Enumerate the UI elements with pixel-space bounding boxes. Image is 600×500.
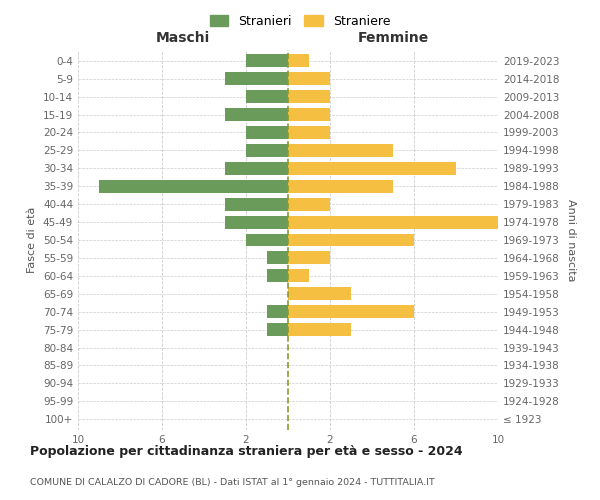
Bar — [288, 270, 309, 282]
Bar — [288, 180, 393, 192]
Text: Maschi: Maschi — [156, 30, 210, 44]
Legend: Stranieri, Straniere: Stranieri, Straniere — [206, 11, 394, 32]
Bar — [288, 72, 330, 85]
Bar — [225, 162, 288, 175]
Bar — [288, 126, 330, 139]
Bar — [246, 126, 288, 139]
Text: Femmine: Femmine — [358, 30, 428, 44]
Bar — [288, 108, 330, 121]
Bar — [225, 72, 288, 85]
Bar — [225, 198, 288, 210]
Bar — [288, 198, 330, 210]
Bar — [288, 54, 309, 67]
Bar — [225, 108, 288, 121]
Bar — [288, 234, 414, 246]
Y-axis label: Anni di nascita: Anni di nascita — [566, 198, 576, 281]
Bar — [288, 90, 330, 103]
Bar — [288, 216, 498, 228]
Bar — [288, 252, 330, 264]
Bar — [288, 323, 351, 336]
Bar — [288, 288, 351, 300]
Bar — [246, 54, 288, 67]
Bar — [246, 234, 288, 246]
Text: COMUNE DI CALALZO DI CADORE (BL) - Dati ISTAT al 1° gennaio 2024 - TUTTITALIA.IT: COMUNE DI CALALZO DI CADORE (BL) - Dati … — [30, 478, 435, 487]
Bar — [246, 90, 288, 103]
Bar — [267, 252, 288, 264]
Text: Popolazione per cittadinanza straniera per età e sesso - 2024: Popolazione per cittadinanza straniera p… — [30, 445, 463, 458]
Bar — [246, 144, 288, 157]
Bar — [288, 144, 393, 157]
Bar — [267, 305, 288, 318]
Bar — [288, 162, 456, 175]
Bar — [225, 216, 288, 228]
Bar — [267, 270, 288, 282]
Y-axis label: Fasce di età: Fasce di età — [28, 207, 37, 273]
Bar — [267, 323, 288, 336]
Bar — [99, 180, 288, 192]
Bar — [288, 305, 414, 318]
